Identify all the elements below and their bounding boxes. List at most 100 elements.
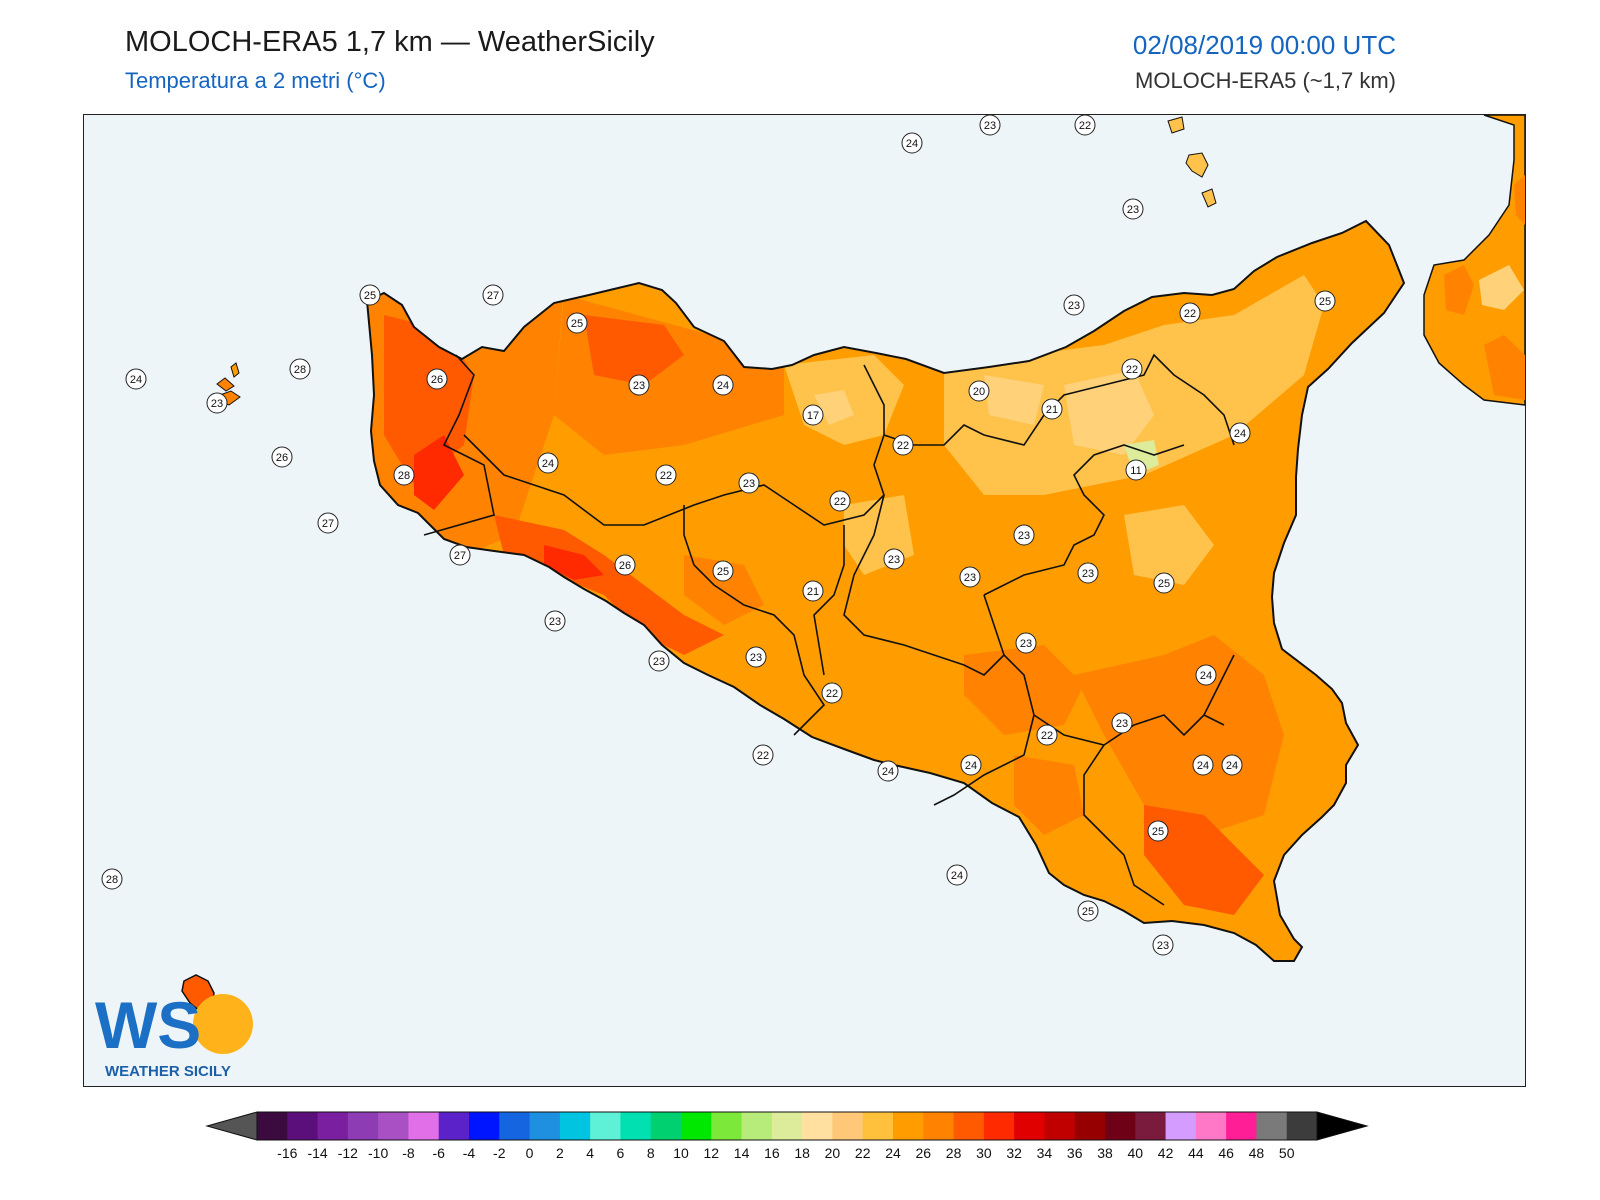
colorbar-max-extend: [1316, 1111, 1369, 1141]
station-circle: [712, 374, 734, 396]
station-value: 23: [1157, 940, 1169, 952]
station-marker: 23: [628, 374, 650, 396]
station-marker: 23: [206, 392, 228, 414]
sicily-temperature-map: 24 23 22 23 25 27 25 28 26 24 23 23 24 17 20 22 23 22 25 26…: [101, 115, 1525, 1014]
station-circle: [359, 284, 381, 306]
station-marker: 24: [901, 132, 923, 154]
station-circle: [289, 358, 311, 380]
station-circle: [1195, 664, 1217, 686]
station-circle: [1122, 198, 1144, 220]
station-marker: 24: [877, 760, 899, 782]
station-circle: [960, 754, 982, 776]
station-value: 25: [364, 290, 376, 302]
station-value: 24: [542, 458, 554, 470]
station-circle: [482, 284, 504, 306]
colorbar-tick-label: 48: [1249, 1145, 1265, 1161]
calabria-coast: [1423, 115, 1525, 406]
station-circle: [566, 312, 588, 334]
station-circle: [544, 610, 566, 632]
station-marker: 22: [1036, 724, 1058, 746]
map-panel: 24 23 22 23 25 27 25 28 26 24 23 23 24 17 20 22 23 22 25 26…: [83, 114, 1526, 1087]
colorbar-tick-label: 38: [1097, 1145, 1113, 1161]
colorbar-tick-label: 10: [673, 1145, 689, 1161]
station-circle: [101, 868, 123, 890]
station-marker: 25: [359, 284, 381, 306]
colorbar-segment: [862, 1112, 894, 1140]
colorbar-tick-label: -2: [493, 1145, 506, 1161]
station-marker: 20: [968, 380, 990, 402]
colorbar-tick-label: -12: [338, 1145, 358, 1161]
station-circle: [738, 472, 760, 494]
station-circle: [1153, 572, 1175, 594]
station-value: 23: [1068, 300, 1080, 312]
station-marker: 23: [1122, 198, 1144, 220]
station-marker: 25: [712, 560, 734, 582]
station-circle: [959, 566, 981, 588]
colorbar-tick-label: 26: [915, 1145, 931, 1161]
station-marker: 22: [1179, 302, 1201, 324]
station-circle: [877, 760, 899, 782]
colorbar-tick-label: -8: [402, 1145, 415, 1161]
station-marker: 21: [1041, 398, 1063, 420]
station-marker: 26: [271, 446, 293, 468]
station-value: 24: [906, 138, 918, 150]
station-circle: [979, 115, 1001, 136]
station-marker: 23: [1015, 632, 1037, 654]
station-value: 25: [1082, 906, 1094, 918]
island-egadi-marettimo: [230, 362, 240, 378]
colorbar-tick-label: 42: [1158, 1145, 1174, 1161]
station-value: 22: [826, 688, 838, 700]
station-marker: 23: [979, 115, 1001, 136]
station-value: 23: [1127, 204, 1139, 216]
station-value: 23: [211, 398, 223, 410]
colorbar-segment: [802, 1112, 833, 1140]
colorbar-segment: [1226, 1112, 1257, 1140]
station-value: 23: [964, 572, 976, 584]
station-circle: [1077, 562, 1099, 584]
station-value: 23: [653, 656, 665, 668]
colorbar-segment: [590, 1112, 621, 1140]
station-circle: [1077, 900, 1099, 922]
colorbar-segment: [1286, 1112, 1318, 1140]
colorbar-segment: [711, 1112, 743, 1140]
colorbar-tick-label: 0: [526, 1145, 534, 1161]
station-circle: [1111, 712, 1133, 734]
station-circle: [901, 132, 923, 154]
colorbar-tick-label: 8: [647, 1145, 655, 1161]
colorbar-tick-label: 34: [1037, 1145, 1053, 1161]
station-circle: [1314, 290, 1336, 312]
station-circle: [426, 368, 448, 390]
colorbar-tick-label: -4: [463, 1145, 476, 1161]
colorbar-min-extend: [205, 1111, 258, 1141]
station-marker: 26: [614, 554, 636, 576]
station-labels: 24 23 22 23 25 27 25 28 26 24 23 23 24 17 20 22 23 22 25 26…: [101, 115, 1336, 956]
station-circle: [1221, 754, 1243, 776]
station-marker: 22: [1074, 115, 1096, 136]
colorbar-tick-label: 32: [1006, 1145, 1022, 1161]
colorbar-tick-label: 14: [734, 1145, 750, 1161]
station-marker: 22: [655, 464, 677, 486]
station-circle: [449, 544, 471, 566]
station-value: 24: [882, 766, 894, 778]
station-value: 22: [1126, 364, 1138, 376]
station-value: 26: [619, 560, 631, 572]
station-marker: 23: [1152, 934, 1174, 956]
station-marker: 23: [1013, 524, 1035, 546]
station-marker: 24: [537, 452, 559, 474]
station-value: 24: [1197, 760, 1209, 772]
station-marker: 24: [712, 374, 734, 396]
station-value: 22: [897, 440, 909, 452]
station-marker: 23: [544, 610, 566, 632]
colorbar-tick-label: 6: [617, 1145, 625, 1161]
station-value: 27: [487, 290, 499, 302]
station-marker: 23: [883, 548, 905, 570]
station-circle: [1036, 724, 1058, 746]
station-circle: [125, 368, 147, 390]
station-circle: [1063, 294, 1085, 316]
station-value: 24: [951, 870, 963, 882]
colorbar-segment: [257, 1112, 288, 1140]
station-value: 27: [322, 518, 334, 530]
station-circle: [1147, 820, 1169, 842]
island-vulcano: [1201, 188, 1217, 208]
station-circle: [614, 554, 636, 576]
